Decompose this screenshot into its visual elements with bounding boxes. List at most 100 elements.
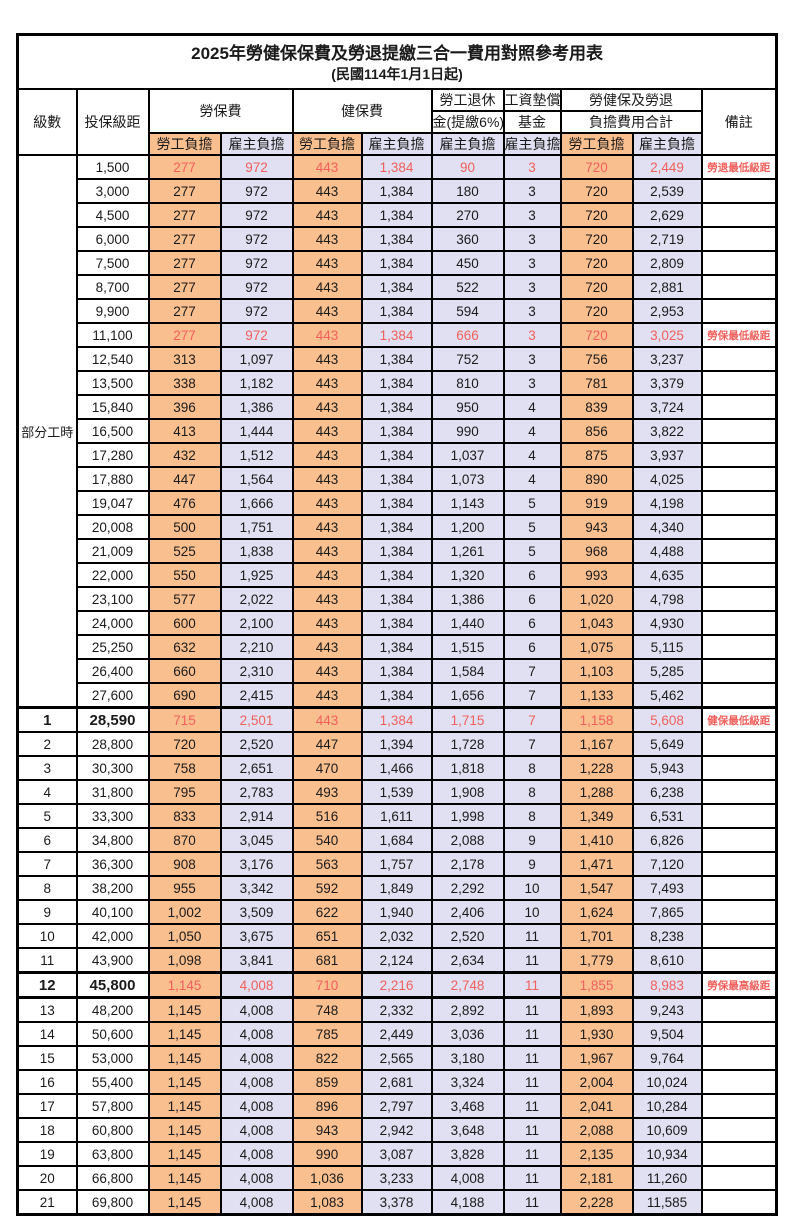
total-employee-cell: 1,471 bbox=[559, 851, 634, 877]
total-employee-cell: 2,135 bbox=[559, 1141, 634, 1167]
table-row: 21 69,800 1,145 4,008 1,083 3,378 4,188 11 2,228… bbox=[16, 1189, 778, 1216]
labor-ins-employer-cell: 4,008 bbox=[219, 1069, 294, 1095]
note-cell bbox=[700, 1165, 778, 1191]
table-row: 4,500 277 972 443 1,384 270 3 720 2,629 bbox=[18, 202, 778, 228]
total-employer-cell: 3,025 bbox=[631, 322, 703, 348]
health-ins-employee-cell: 443 bbox=[291, 682, 363, 709]
table-row: 7 36,300 908 3,176 563 1,757 2,178 9 1,471 7,120 bbox=[16, 851, 778, 877]
health-ins-employer-cell: 1,384 bbox=[360, 250, 433, 276]
note-cell bbox=[700, 586, 778, 612]
wage-fund-employer-cell: 3 bbox=[502, 346, 562, 372]
note-cell bbox=[700, 514, 778, 540]
table-row: 16,500 413 1,444 443 1,384 990 4 856 3,822 bbox=[18, 418, 778, 444]
note-cell bbox=[700, 803, 778, 829]
total-employee-cell: 1,967 bbox=[559, 1045, 634, 1071]
health-ins-employee-cell: 443 bbox=[291, 442, 363, 468]
health-ins-employee-cell: 443 bbox=[291, 634, 363, 660]
pension-employer-cell: 950 bbox=[430, 394, 505, 420]
labor-ins-employer-cell: 2,310 bbox=[219, 658, 294, 684]
total-employer-cell: 10,284 bbox=[631, 1093, 703, 1119]
total-employee-cell: 1,158 bbox=[559, 706, 634, 733]
note-cell bbox=[700, 202, 778, 228]
total-employee-cell: 2,181 bbox=[559, 1165, 634, 1191]
health-ins-employer-cell: 1,384 bbox=[360, 442, 433, 468]
total-employer-cell: 11,585 bbox=[631, 1189, 703, 1216]
labor-ins-employer-cell: 972 bbox=[219, 298, 294, 324]
health-ins-employee-cell: 622 bbox=[291, 899, 363, 925]
labor-ins-employee-cell: 277 bbox=[147, 298, 222, 324]
wage-fund-employer-cell: 8 bbox=[502, 803, 562, 829]
header-row-1: 級數 投保級距 勞保費 健保費 勞工退休 工資墊償 勞健保及勞退 備註 bbox=[16, 88, 778, 156]
total-employer-cell: 4,930 bbox=[631, 610, 703, 636]
health-ins-employee-cell: 990 bbox=[291, 1141, 363, 1167]
pension-employer-cell: 1,386 bbox=[430, 586, 505, 612]
total-employee-cell: 720 bbox=[559, 202, 634, 228]
health-ins-employer-cell: 2,449 bbox=[360, 1021, 433, 1047]
labor-ins-employee-cell: 600 bbox=[147, 610, 222, 636]
wage-fund-employer-cell: 3 bbox=[502, 154, 562, 180]
health-ins-employer-cell: 1,539 bbox=[360, 779, 433, 805]
labor-ins-employer-cell: 972 bbox=[219, 322, 294, 348]
health-ins-employer-cell: 2,124 bbox=[360, 947, 433, 974]
labor-ins-employer-cell: 3,045 bbox=[219, 827, 294, 853]
table-row: 22,000 550 1,925 443 1,384 1,320 6 993 4,635 bbox=[18, 562, 778, 588]
wage-fund-employer-cell: 11 bbox=[502, 923, 562, 949]
total-employee-cell: 968 bbox=[559, 538, 634, 564]
title-row: 2025年勞健保保費及勞退提繳三合一費用對照參考用表 (民國114年1月1日起) bbox=[16, 33, 778, 90]
labor-ins-employer-cell: 4,008 bbox=[219, 1045, 294, 1071]
total-employer-cell: 2,449 bbox=[631, 154, 703, 180]
labor-ins-employee-cell: 277 bbox=[147, 226, 222, 252]
total-employer-cell: 7,120 bbox=[631, 851, 703, 877]
pension-employer-cell: 1,440 bbox=[430, 610, 505, 636]
table-row: 8,700 277 972 443 1,384 522 3 720 2,881 bbox=[18, 274, 778, 300]
pension-employer-cell: 752 bbox=[430, 346, 505, 372]
pension-employer-cell: 2,634 bbox=[430, 947, 505, 974]
col-header-wage-fund-line1: 工資墊償 bbox=[502, 88, 562, 112]
table-row: 12,540 313 1,097 443 1,384 752 3 756 3,237 bbox=[18, 346, 778, 372]
total-employee-cell: 1,103 bbox=[559, 658, 634, 684]
total-employee-cell: 2,228 bbox=[559, 1189, 634, 1216]
grade-cell: 10 bbox=[16, 923, 78, 949]
col-header-health-insurance: 健保費 bbox=[291, 88, 433, 134]
grade-cell: 16 bbox=[16, 1069, 78, 1095]
bracket-cell: 8,700 bbox=[75, 274, 150, 300]
bracket-cell: 7,500 bbox=[75, 250, 150, 276]
labor-ins-employer-cell: 4,008 bbox=[219, 1165, 294, 1191]
col-header-grade: 級數 bbox=[16, 88, 78, 156]
table-row: 11,100 277 972 443 1,384 666 3 720 3,025 勞保最低級距 bbox=[18, 322, 778, 348]
total-employee-cell: 1,167 bbox=[559, 731, 634, 757]
total-employer-cell: 8,983 bbox=[631, 971, 703, 999]
labor-ins-employer-cell: 3,176 bbox=[219, 851, 294, 877]
total-employee-cell: 781 bbox=[559, 370, 634, 396]
bracket-cell: 57,800 bbox=[75, 1093, 150, 1119]
header-row-2: 金(提繳6%) 基金 負擔費用合計 bbox=[18, 110, 777, 134]
health-ins-employer-cell: 1,384 bbox=[360, 226, 433, 252]
health-ins-employee-cell: 1,036 bbox=[291, 1165, 363, 1191]
table-row: 12 45,800 1,145 4,008 710 2,216 2,748 11 1,855 8,… bbox=[16, 971, 778, 999]
bracket-cell: 34,800 bbox=[75, 827, 150, 853]
bracket-cell: 15,840 bbox=[75, 394, 150, 420]
labor-ins-employee-cell: 758 bbox=[147, 755, 222, 781]
bracket-cell: 31,800 bbox=[75, 779, 150, 805]
total-employee-cell: 1,855 bbox=[559, 971, 634, 999]
health-ins-employer-cell: 1,384 bbox=[360, 682, 433, 709]
total-employer-cell: 3,937 bbox=[631, 442, 703, 468]
note-cell bbox=[700, 418, 778, 444]
total-employer-cell: 7,493 bbox=[631, 875, 703, 901]
note-cell: 勞退最低級距 bbox=[700, 154, 778, 180]
grade-cell: 15 bbox=[16, 1045, 78, 1071]
bracket-cell: 22,000 bbox=[75, 562, 150, 588]
pension-employer-cell: 522 bbox=[430, 274, 505, 300]
bracket-cell: 55,400 bbox=[75, 1069, 150, 1095]
labor-ins-employer-cell: 2,783 bbox=[219, 779, 294, 805]
health-ins-employer-cell: 1,384 bbox=[360, 610, 433, 636]
health-ins-employee-cell: 470 bbox=[291, 755, 363, 781]
wage-fund-employer-cell: 8 bbox=[502, 755, 562, 781]
labor-ins-employer-cell: 972 bbox=[219, 202, 294, 228]
table-row: 24,000 600 2,100 443 1,384 1,440 6 1,043 4,930 bbox=[18, 610, 778, 636]
labor-ins-employer-cell: 1,512 bbox=[219, 442, 294, 468]
grade-cell: 8 bbox=[16, 875, 78, 901]
page-title: 2025年勞健保保費及勞退提繳三合一費用對照參考用表 bbox=[191, 44, 603, 64]
premium-reference-table: 2025年勞健保保費及勞退提繳三合一費用對照參考用表 (民國114年1月1日起)… bbox=[16, 33, 779, 1216]
health-ins-employer-cell: 2,681 bbox=[360, 1069, 433, 1095]
